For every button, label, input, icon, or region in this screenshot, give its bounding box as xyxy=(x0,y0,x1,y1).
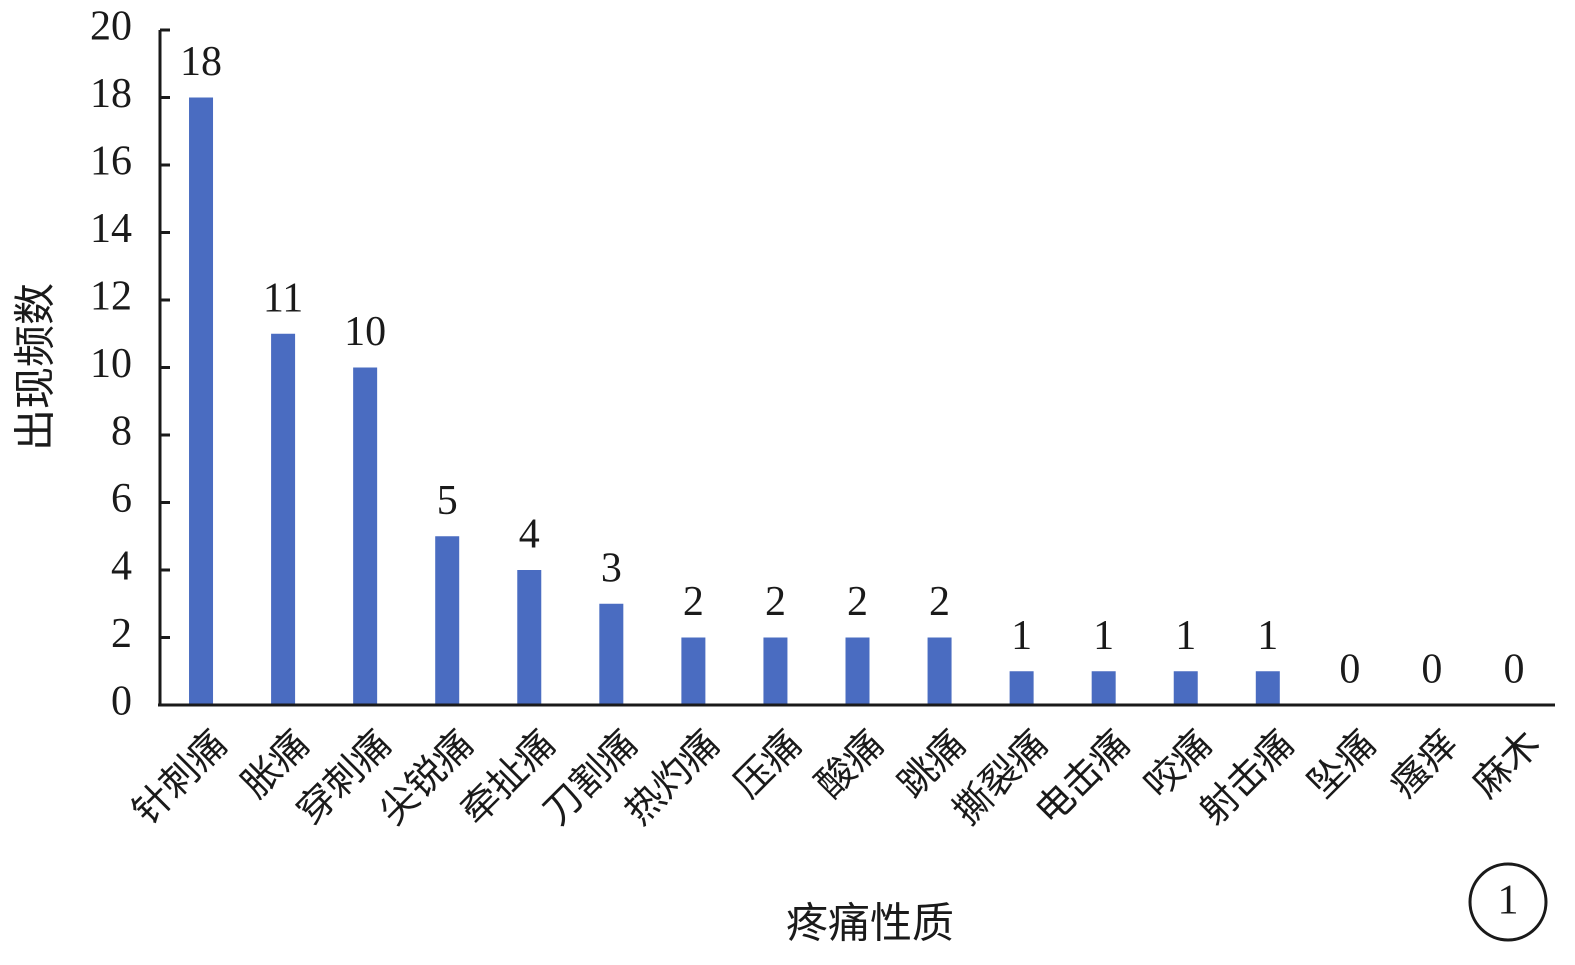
data-label: 4 xyxy=(519,512,540,558)
y-tick-label: 0 xyxy=(111,679,132,725)
data-label: 2 xyxy=(765,579,786,625)
data-label: 11 xyxy=(263,275,303,321)
y-tick-label: 20 xyxy=(90,4,132,50)
y-tick-label: 2 xyxy=(111,611,132,657)
bar xyxy=(927,637,952,705)
bar xyxy=(845,637,870,705)
y-tick-label: 8 xyxy=(111,409,132,455)
y-tick-label: 6 xyxy=(111,476,132,522)
x-tick-label: 热灼痛 xyxy=(618,723,728,833)
bar xyxy=(1091,671,1116,705)
y-tick-label: 12 xyxy=(90,274,132,320)
bar xyxy=(189,97,214,705)
bar xyxy=(517,570,542,705)
data-label: 3 xyxy=(601,545,622,591)
bar xyxy=(1255,671,1280,705)
x-tick-label: 瘙痒 xyxy=(1383,723,1466,806)
annotation-circle xyxy=(1468,862,1548,942)
data-label: 2 xyxy=(847,579,868,625)
x-tick-label: 刀割痛 xyxy=(536,723,646,833)
bar xyxy=(1009,671,1034,705)
x-tick-label: 压痛 xyxy=(727,723,810,806)
y-axis-title: 出现频数 xyxy=(14,283,60,451)
x-tick-label: 电击痛 xyxy=(1028,723,1138,833)
data-label: 18 xyxy=(180,39,222,85)
y-tick-label: 10 xyxy=(90,341,132,387)
x-tick-label: 撕裂痛 xyxy=(946,723,1056,833)
data-label: 2 xyxy=(929,579,950,625)
bar xyxy=(681,637,706,705)
data-label: 0 xyxy=(1339,647,1360,693)
x-tick-label: 尖锐痛 xyxy=(371,723,481,833)
bar xyxy=(353,367,378,705)
y-tick-label: 4 xyxy=(111,544,132,590)
data-label: 0 xyxy=(1503,647,1524,693)
x-tick-label: 牵扯痛 xyxy=(453,723,563,833)
x-tick-label: 麻木 xyxy=(1465,723,1548,806)
bar xyxy=(599,603,624,705)
data-label: 1 xyxy=(1093,613,1114,659)
y-tick-label: 16 xyxy=(90,139,132,185)
y-tick-label: 18 xyxy=(90,71,132,117)
x-tick-label: 酸痛 xyxy=(809,723,892,806)
x-tick-label: 射击痛 xyxy=(1192,723,1302,833)
bar xyxy=(1173,671,1198,705)
x-tick-label: 针刺痛 xyxy=(125,723,235,833)
data-label: 10 xyxy=(344,309,386,355)
x-tick-label: 穿刺痛 xyxy=(289,723,399,833)
data-label: 1 xyxy=(1175,613,1196,659)
data-label: 5 xyxy=(437,478,458,524)
bar xyxy=(435,536,460,705)
data-label: 1 xyxy=(1011,613,1032,659)
x-tick-label: 坠痛 xyxy=(1301,723,1384,806)
x-axis-title: 疼痛性质 xyxy=(786,901,954,948)
bar xyxy=(271,333,296,705)
data-label: 0 xyxy=(1421,647,1442,693)
data-label: 1 xyxy=(1257,613,1278,659)
data-label: 2 xyxy=(683,579,704,625)
y-tick-label: 14 xyxy=(90,206,132,252)
annotation: 1 xyxy=(1498,878,1519,924)
bar xyxy=(763,637,788,705)
